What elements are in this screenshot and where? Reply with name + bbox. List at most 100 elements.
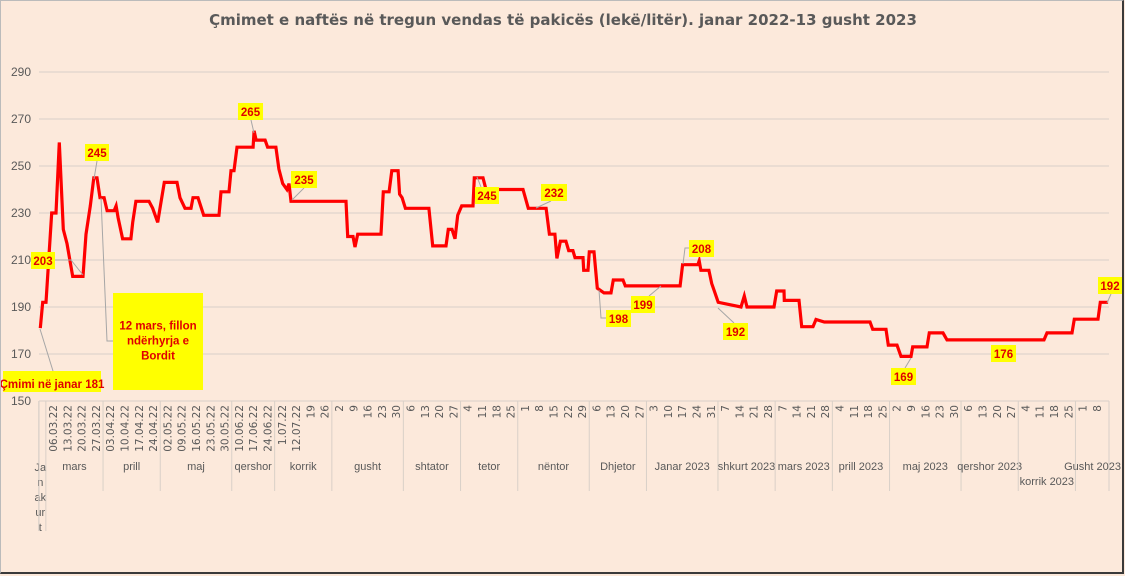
- annotation-leader: [905, 358, 911, 368]
- x-tick-label: 4: [1020, 405, 1032, 412]
- annotation-leader: [718, 308, 734, 323]
- group-label: prill: [123, 461, 140, 473]
- group-label: korrik 2023: [1020, 476, 1074, 488]
- annotation-leader: [1107, 294, 1111, 303]
- chart-title: Çmimet e naftës në tregun vendas të paki…: [209, 11, 917, 29]
- annotation-label: 192: [726, 327, 745, 339]
- annotation-label: 203: [33, 256, 52, 268]
- x-tick-label: 3: [649, 405, 661, 412]
- x-tick-label: 16: [920, 405, 932, 419]
- x-tick-label: 6: [591, 405, 603, 412]
- x-tick-label: 23.05.22: [205, 405, 217, 452]
- group-label: nëntor: [538, 461, 570, 473]
- x-tick-label: 9: [906, 405, 918, 412]
- x-tick-label: 28: [763, 405, 775, 418]
- x-tick-label: 11: [849, 405, 861, 418]
- x-tick-label: 24: [692, 405, 704, 419]
- x-tick-label: 12.07.22: [291, 405, 303, 452]
- annotation-label: 235: [294, 175, 314, 187]
- x-tick-label: 25: [877, 405, 889, 418]
- group-label: qershor 2023: [957, 461, 1022, 473]
- x-tick-label: 18: [1049, 405, 1061, 418]
- annotation-label: Çmimi në janar 181: [1, 379, 105, 391]
- y-tick-label: 250: [11, 159, 31, 173]
- group-label: mars 2023: [778, 461, 830, 473]
- group-label: Janar 2023: [655, 461, 710, 473]
- x-tick-label: 26: [320, 405, 332, 419]
- group-label: tetor: [478, 461, 500, 473]
- x-tick-label: 10.06.22: [234, 405, 246, 452]
- x-tick-label: 09.05.22: [177, 405, 189, 452]
- x-tick-label: 21: [749, 405, 761, 418]
- y-tick-label: 210: [11, 253, 31, 267]
- x-tick-label: 06.03.22: [48, 405, 60, 452]
- annotation-leader: [292, 188, 304, 200]
- x-tick-label: 31: [706, 405, 718, 418]
- annotation-label: 169: [894, 372, 913, 384]
- y-tick-label: 170: [11, 347, 31, 361]
- x-tick-label: 17: [677, 405, 689, 418]
- x-tick-label: 03.04.22: [105, 405, 117, 452]
- annotation-label: 265: [241, 107, 261, 119]
- x-tick-label: 18: [863, 405, 875, 418]
- x-tick-label: 18: [491, 405, 503, 418]
- group-label: prill 2023: [839, 461, 884, 473]
- x-tick-label: 13: [978, 405, 990, 418]
- x-tick-label: 23: [935, 405, 947, 418]
- group-label: ak: [34, 492, 46, 504]
- annotation-label: 232: [544, 188, 563, 200]
- annotation-label: 176: [994, 349, 1013, 361]
- annotation-label: 192: [1100, 281, 1119, 293]
- x-tick-label: 15: [549, 405, 561, 418]
- x-tick-label: 27.03.22: [91, 405, 103, 452]
- x-tick-label: 14: [734, 405, 746, 419]
- x-tick-label: 14: [792, 405, 804, 419]
- group-label: maj: [187, 461, 205, 473]
- x-tick-label: 1.07.22: [277, 405, 289, 445]
- group-label: qershor: [235, 461, 273, 473]
- x-tick-label: 4: [835, 405, 847, 412]
- group-label: maj 2023: [903, 461, 948, 473]
- group-label: gusht: [354, 461, 381, 473]
- x-tick-label: 2: [334, 405, 346, 412]
- x-tick-label: 17.04.22: [134, 405, 146, 452]
- x-tick-label: 20.03.22: [77, 405, 89, 452]
- annotation-label: 208: [692, 244, 712, 256]
- x-tick-label: 11: [477, 405, 489, 418]
- x-tick-label: 25: [1063, 405, 1075, 418]
- x-tick-label: 30: [391, 405, 403, 418]
- y-tick-label: 290: [11, 65, 31, 79]
- group-label: shkurt 2023: [718, 461, 775, 473]
- x-tick-label: 4: [463, 405, 475, 412]
- group-label: ur: [35, 507, 45, 519]
- x-tick-label: 13: [606, 405, 618, 418]
- x-tick-label: 28: [820, 405, 832, 418]
- x-tick-label: 20: [434, 405, 446, 418]
- group-label: Dhjetor: [600, 461, 636, 473]
- x-tick-label: 6: [406, 405, 418, 412]
- y-tick-label: 270: [11, 112, 31, 126]
- x-tick-label: 13: [420, 405, 432, 418]
- x-tick-label: 16: [363, 405, 375, 419]
- x-tick-label: 2: [892, 405, 904, 412]
- x-tick-label: 30: [949, 405, 961, 418]
- x-tick-label: 27: [634, 405, 646, 418]
- x-tick-label: 23: [377, 405, 389, 418]
- annotation-label: 245: [477, 191, 497, 203]
- x-tick-label: 27: [448, 405, 460, 418]
- x-tick-label: 20: [992, 405, 1004, 418]
- annotation-leader: [101, 198, 113, 341]
- annotation-label: 199: [633, 300, 652, 312]
- x-tick-label: 25: [506, 405, 518, 418]
- group-label: Gusht 2023: [1064, 461, 1121, 473]
- x-tick-label: 7: [720, 405, 732, 412]
- annotation-leader: [683, 248, 689, 264]
- group-label: mars: [62, 461, 87, 473]
- x-tick-label: 1: [1078, 405, 1090, 412]
- x-tick-label: 13.03.22: [62, 405, 74, 452]
- x-tick-label: 16.05.22: [191, 405, 203, 452]
